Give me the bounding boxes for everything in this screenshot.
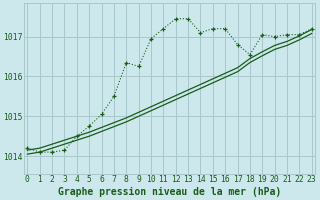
X-axis label: Graphe pression niveau de la mer (hPa): Graphe pression niveau de la mer (hPa) <box>58 187 281 197</box>
